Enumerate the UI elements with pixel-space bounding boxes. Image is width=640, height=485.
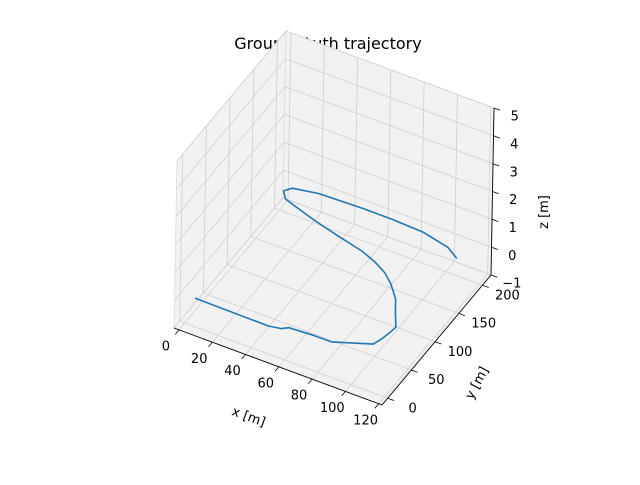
gridline-x-floor <box>345 261 455 392</box>
y-axis-line <box>381 274 492 406</box>
gridline-z-back <box>282 197 492 276</box>
z-tick <box>491 218 499 222</box>
gridline-x-floor <box>378 273 489 405</box>
gridline-x-floor <box>311 248 422 380</box>
trajectory-line <box>194 187 458 345</box>
gridline-z-left <box>174 169 284 301</box>
z-tick <box>491 246 498 250</box>
z-tick-label: 5 <box>511 110 519 125</box>
x-tick <box>341 391 346 397</box>
gridline-x-floor <box>211 211 322 343</box>
z-tick-label: 2 <box>509 193 517 208</box>
x-tick <box>241 354 246 360</box>
x-tick-label: 80 <box>291 389 308 404</box>
gridlines <box>173 30 495 405</box>
gridline-z-left <box>173 197 284 329</box>
x-tick-label: 60 <box>258 376 275 391</box>
y-tick <box>482 284 489 288</box>
x-tick-label: 0 <box>162 339 170 354</box>
y-tick <box>434 341 442 345</box>
z-tick-label: 1 <box>509 221 517 236</box>
axes-panes <box>173 29 495 406</box>
z-tick <box>492 163 500 167</box>
gridline-x-floor <box>178 199 289 331</box>
y-tick-label: 100 <box>448 345 473 360</box>
gridline-z-left <box>175 114 285 245</box>
gridline-y-floor <box>179 320 388 399</box>
y-tick-label: 200 <box>495 288 520 303</box>
gridline-z-left <box>175 86 286 217</box>
gridline-y-floor <box>250 236 459 314</box>
x-axis-line <box>173 327 383 406</box>
y-tick-label: 0 <box>408 402 416 417</box>
x-tick <box>307 378 313 384</box>
x-tick <box>274 366 280 372</box>
gridline-x-floor <box>245 224 355 355</box>
gridline-y-floor <box>226 264 436 343</box>
gridline-z-left <box>176 58 286 190</box>
gridline-z-left <box>176 30 287 162</box>
z-axis-label: z [m] <box>537 195 552 229</box>
trajectory-series <box>194 187 458 345</box>
z-tick-label: 4 <box>510 138 518 153</box>
x-tick-label: 40 <box>224 364 241 379</box>
z-tick <box>493 107 501 111</box>
gridline-z-back <box>283 169 492 248</box>
gridline-z-left <box>174 142 285 273</box>
tick-marks <box>174 107 501 409</box>
gridline-z-back <box>284 114 493 192</box>
x-tick-label: 20 <box>191 352 208 367</box>
x-tick-label: 120 <box>353 413 378 428</box>
z-tick <box>492 191 499 195</box>
gridline-z-back <box>285 58 494 137</box>
x-tick <box>374 403 380 409</box>
y-axis-label: y [m] <box>463 364 493 402</box>
y-tick-label: 50 <box>428 373 445 388</box>
z-tick-label: 0 <box>508 249 516 264</box>
x-tick <box>174 329 180 335</box>
z-tick-label: −1 <box>502 277 521 292</box>
y-tick <box>411 369 418 373</box>
x-tick-label: 100 <box>320 401 345 416</box>
gridline-z-back <box>285 30 495 109</box>
gridline-z-back <box>284 86 494 165</box>
gridline-y-floor <box>203 292 412 371</box>
y-tick <box>458 313 466 317</box>
y-tick-label: 150 <box>471 317 496 332</box>
y-tick <box>387 397 395 401</box>
x-axis-label: x [m] <box>230 404 268 430</box>
x-tick <box>208 341 213 347</box>
gridline-y-floor <box>274 207 483 286</box>
z-tick <box>493 135 500 139</box>
gridline-z-back <box>283 141 493 220</box>
z-tick <box>490 274 498 278</box>
z-tick-label: 3 <box>510 165 518 180</box>
